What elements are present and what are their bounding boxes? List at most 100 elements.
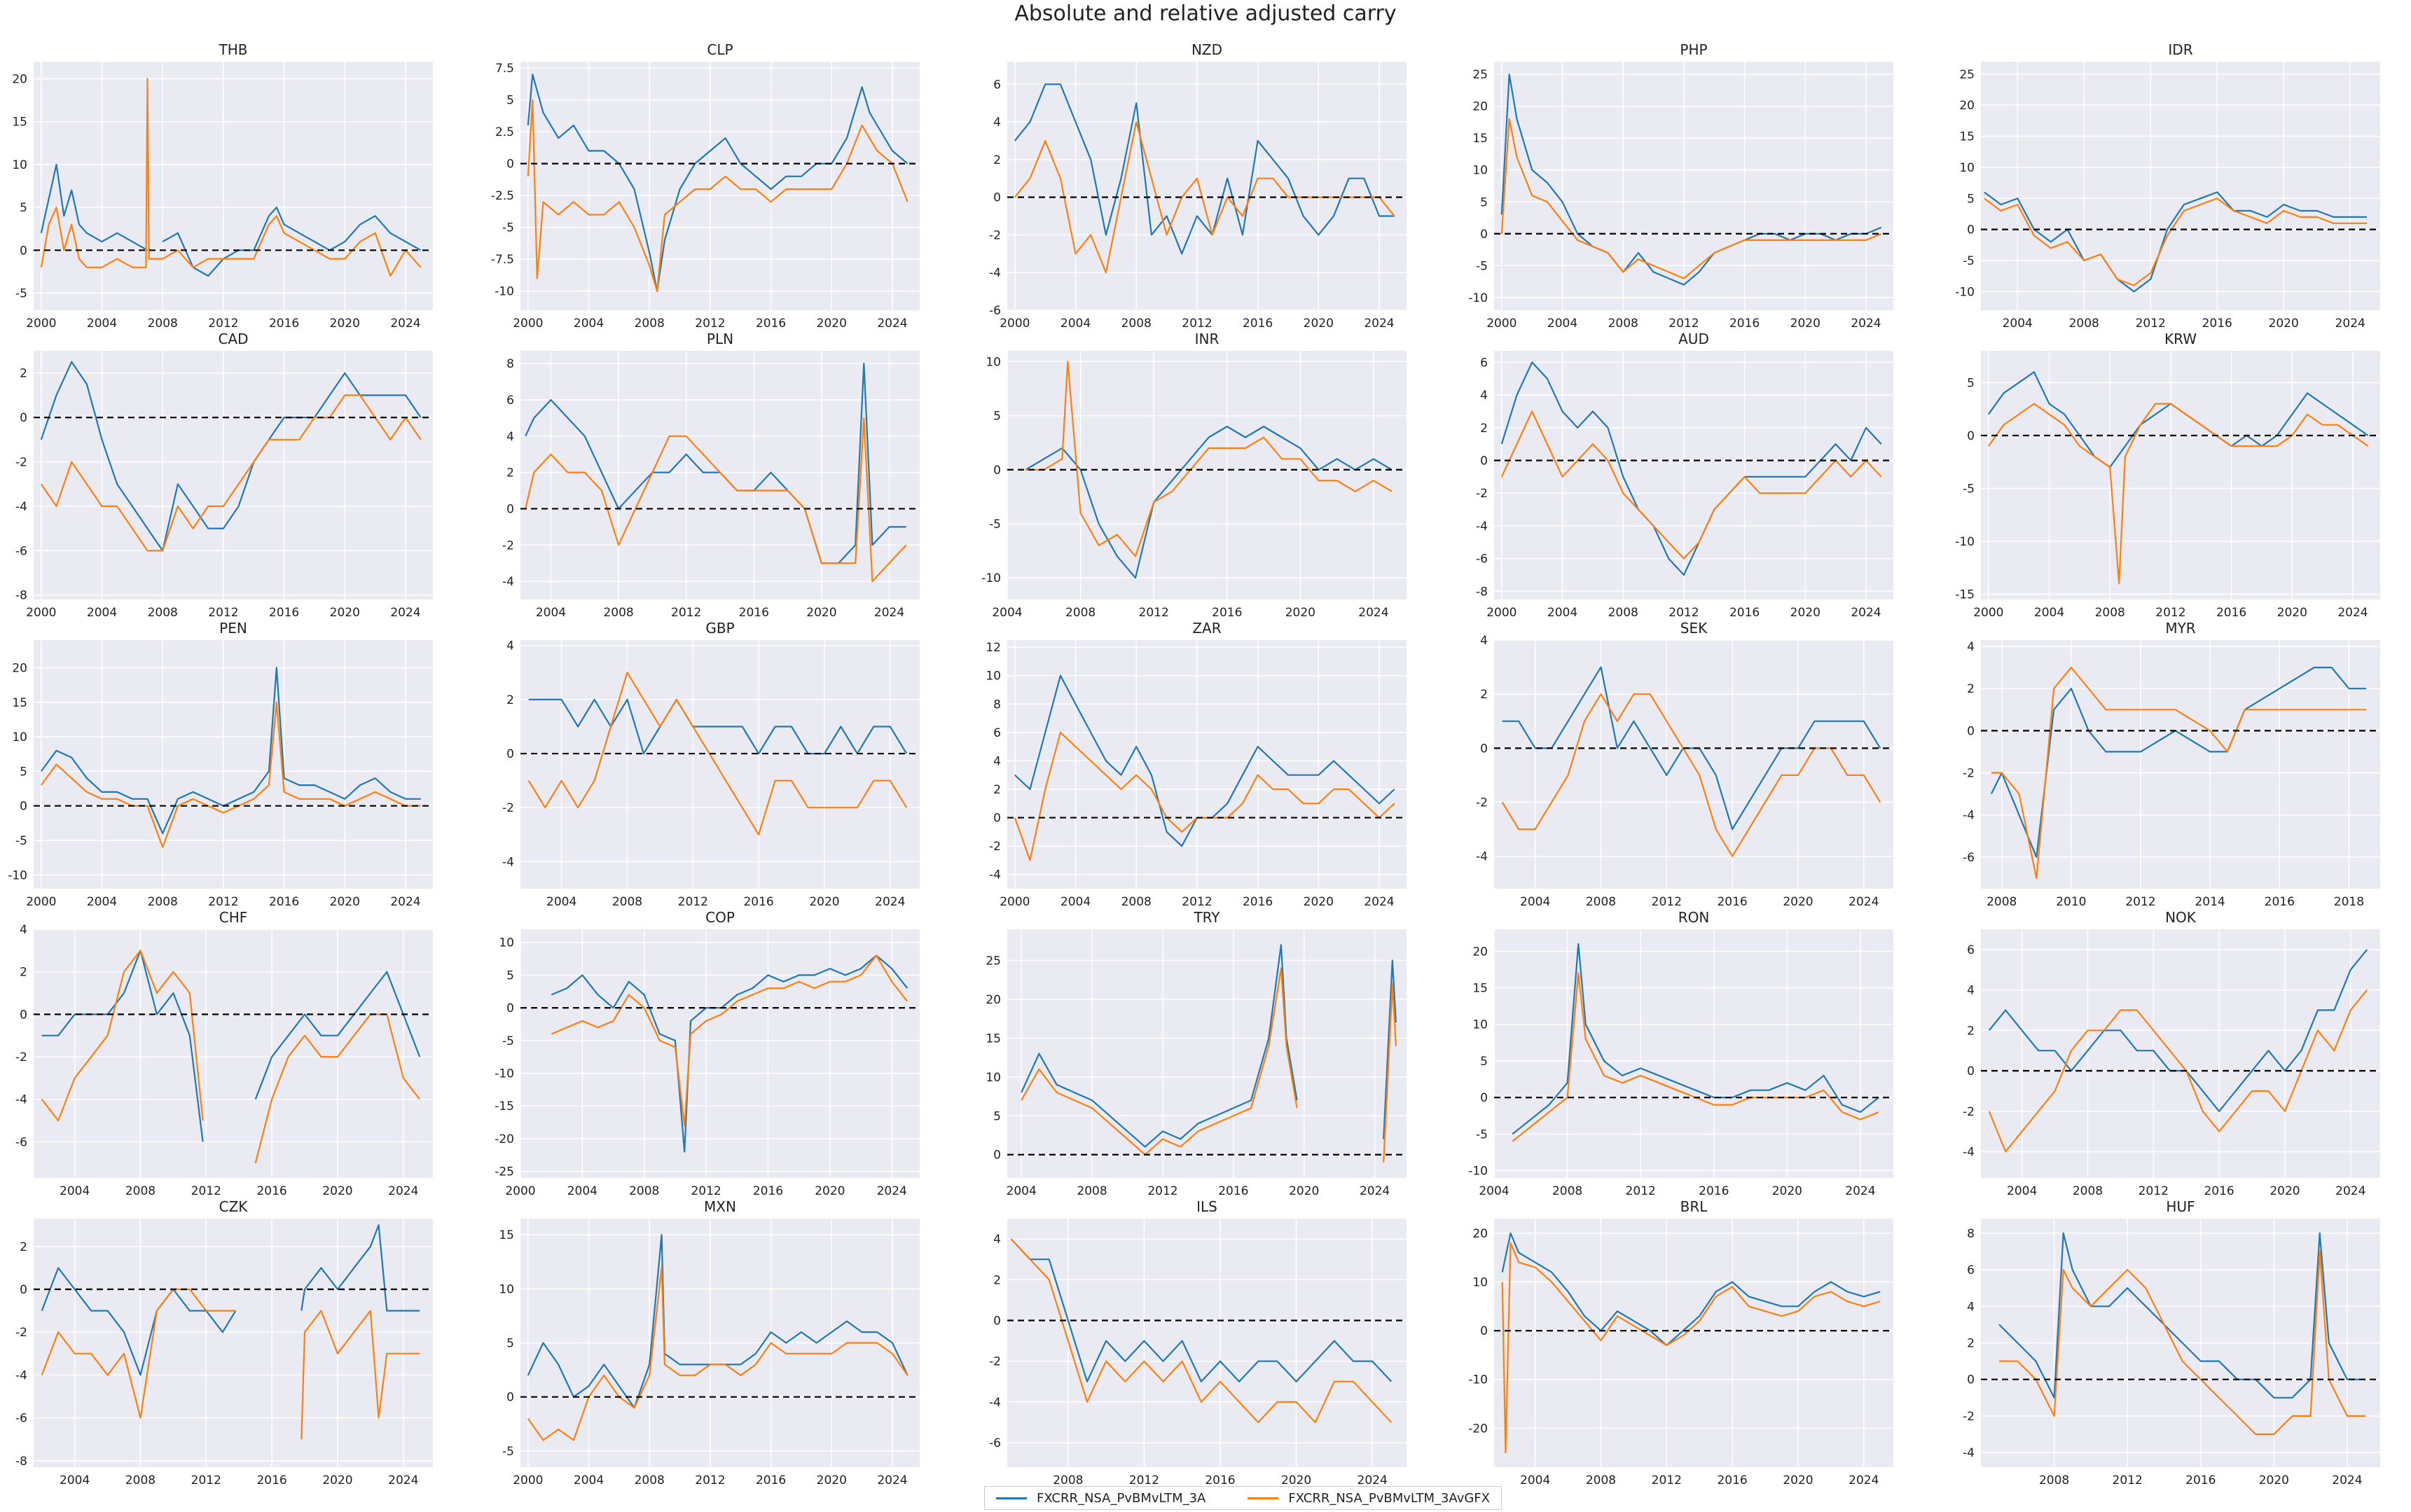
panel-clp: -10 -7.5 -5 -2.5 0 2.5 5 7.5 2000 2004 2008 2012 201… — [491, 41, 920, 331]
panel-pln: -4 -2 0 2 4 6 8 2004 2008 2012 2016 2020 2024 PLN — [502, 331, 920, 620]
x-tick-label: 2000 — [1486, 606, 1517, 620]
series-line-abs — [1512, 943, 1879, 1135]
plot-area — [1494, 351, 1893, 599]
y-tick-label: 0 — [1967, 1373, 1975, 1387]
panel-sek: -4 -2 0 2 4 2004 2008 2012 2016 2020 2024 SEK — [1476, 620, 1893, 909]
y-tick-label: 2 — [506, 466, 514, 480]
x-tick-label: 2012 — [1182, 895, 1212, 909]
panel-title: IDR — [2168, 41, 2192, 58]
x-tick-label: 2020 — [1790, 317, 1821, 331]
y-tick-label: 0 — [506, 1391, 514, 1405]
series-line-abs — [1984, 191, 2367, 293]
x-tick-label: 2012 — [208, 606, 238, 620]
series-line-rel — [1512, 972, 1879, 1142]
x-tick-label: 2012 — [1652, 895, 1682, 909]
y-tick-label: 10 — [986, 355, 1001, 369]
x-tick-label: 2008 — [125, 1473, 156, 1487]
y-tick-label: -4 — [502, 855, 514, 869]
x-tick-label: 2016 — [256, 1184, 286, 1198]
y-tick-label: 5 — [1967, 192, 1975, 206]
panel-title: RON — [1678, 909, 1710, 926]
y-tick-label: 0 — [506, 502, 514, 516]
panel-brl: -20 -10 0 10 20 2004 2008 2012 2016 2020 2024 BRL — [1468, 1198, 1893, 1487]
y-tick-label: -15 — [1955, 588, 1975, 602]
x-tick-label: 2000 — [505, 1184, 535, 1198]
series-line-rel — [1014, 121, 1395, 274]
y-tick-label: 2 — [20, 1240, 27, 1254]
plot-area — [1494, 929, 1893, 1178]
series-line-rel — [1987, 403, 2369, 585]
y-tick-label: -8 — [15, 589, 27, 603]
x-tick-label: 2020 — [817, 317, 847, 331]
x-tick-label: 2004 — [1547, 317, 1577, 331]
y-tick-label: 10 — [986, 670, 1001, 684]
plot-area — [1981, 640, 2380, 889]
y-tick-label: 2 — [1967, 1024, 1975, 1038]
x-tick-label: 2020 — [817, 1473, 847, 1487]
y-tick-label: -2 — [989, 1355, 1001, 1369]
x-tick-label: 2004 — [60, 1473, 90, 1487]
x-tick-label: 2016 — [756, 317, 786, 331]
y-tick-label: 6 — [993, 726, 1001, 740]
x-tick-label: 2014 — [2195, 895, 2225, 909]
y-tick-label: -2 — [1963, 1105, 1975, 1119]
x-tick-label: 2004 — [992, 606, 1022, 620]
plot-area — [520, 62, 920, 310]
x-tick-label: 2008 — [148, 895, 178, 909]
series-line-abs — [1010, 1238, 1393, 1382]
x-tick-label: 2024 — [2335, 317, 2365, 331]
y-tick-label: -2 — [989, 840, 1001, 854]
plot-area — [1007, 62, 1407, 310]
y-tick-label: 10 — [1472, 164, 1488, 178]
x-tick-label: 2004 — [1061, 895, 1091, 909]
plot-area — [34, 351, 433, 599]
y-tick-label: 15 — [499, 1228, 514, 1242]
y-tick-label: -6 — [989, 304, 1001, 318]
series-line-rel — [1999, 1250, 2366, 1436]
y-tick-label: 6 — [506, 394, 514, 408]
x-tick-label: 2020 — [2269, 317, 2299, 331]
y-tick-label: 0 — [20, 411, 27, 425]
x-tick-label: 2008 — [125, 1184, 156, 1198]
y-tick-label: 0 — [1480, 742, 1488, 756]
x-tick-label: 2004 — [1007, 1184, 1037, 1198]
y-tick-label: -5 — [1476, 259, 1488, 273]
y-tick-label: 10 — [986, 1071, 1001, 1085]
y-tick-label: 0 — [1967, 724, 1975, 738]
panel-title: HUF — [2166, 1198, 2195, 1215]
series-line-abs — [41, 950, 421, 1142]
y-tick-label: 6 — [993, 78, 1001, 92]
series-line-rel — [1500, 410, 1882, 560]
y-tick-label: 25 — [1472, 68, 1488, 82]
series-line-rel — [1984, 197, 2367, 286]
y-tick-label: 0 — [993, 1149, 1001, 1163]
series-line-rel — [1500, 118, 1882, 279]
y-tick-label: 5 — [506, 94, 514, 108]
panel-huf: -4 -2 0 2 4 6 8 2008 2012 2016 2020 2024 HUF — [1963, 1198, 2380, 1487]
x-tick-label: 2020 — [1285, 606, 1315, 620]
y-tick-label: -6 — [15, 544, 27, 558]
x-tick-label: 2016 — [739, 606, 769, 620]
panel-title: NZD — [1191, 41, 1222, 58]
panel-title: THB — [219, 41, 248, 58]
panel-aud: -8 -6 -4 -2 0 2 4 6 2000 2004 2008 2012 2016 2020 2024… — [1476, 331, 1893, 620]
y-tick-label: -8 — [15, 1455, 27, 1469]
x-tick-label: 2008 — [1608, 606, 1638, 620]
x-tick-label: 2004 — [1061, 317, 1091, 331]
y-tick-label: 20 — [12, 661, 27, 675]
x-tick-label: 2012 — [695, 1473, 725, 1487]
x-tick-label: 2008 — [612, 895, 642, 909]
y-tick-label: -10 — [8, 868, 27, 882]
series-line-abs — [40, 163, 422, 277]
x-tick-label: 2000 — [513, 1473, 543, 1487]
y-tick-label: 10 — [1959, 161, 1975, 175]
x-tick-label: 2016 — [2265, 895, 2295, 909]
y-tick-label: -5 — [1963, 254, 1975, 268]
x-tick-label: 2000 — [1973, 606, 2003, 620]
x-tick-label: 2004 — [1479, 1184, 1509, 1198]
y-tick-label: 20 — [1472, 100, 1488, 114]
x-tick-label: 2024 — [2337, 606, 2368, 620]
y-tick-label: -4 — [1476, 850, 1488, 864]
y-tick-label: -15 — [495, 1100, 514, 1114]
panel-title: TRY — [1193, 909, 1220, 926]
